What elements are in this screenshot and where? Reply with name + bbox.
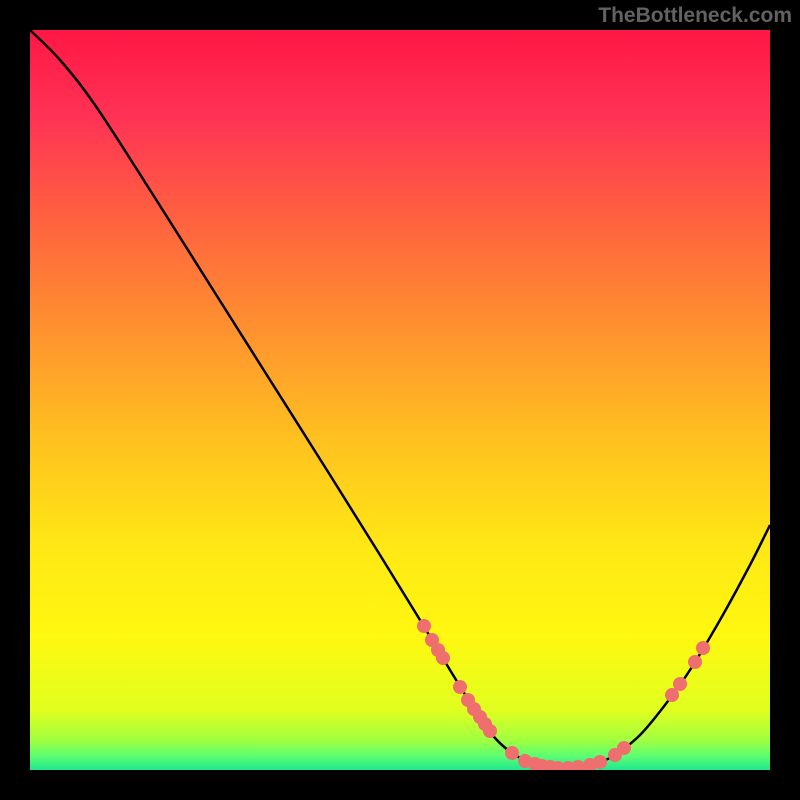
marker-point <box>617 741 631 755</box>
chart-container <box>30 30 770 770</box>
watermark-text: TheBottleneck.com <box>598 4 792 28</box>
marker-point <box>673 677 687 691</box>
marker-point <box>417 619 431 633</box>
marker-point <box>688 655 702 669</box>
gradient-background <box>30 30 770 770</box>
chart-svg <box>30 30 770 770</box>
marker-point <box>483 724 497 738</box>
marker-point <box>505 746 519 760</box>
marker-point <box>696 641 710 655</box>
marker-point <box>593 755 607 769</box>
marker-point <box>436 651 450 665</box>
marker-point <box>453 680 467 694</box>
